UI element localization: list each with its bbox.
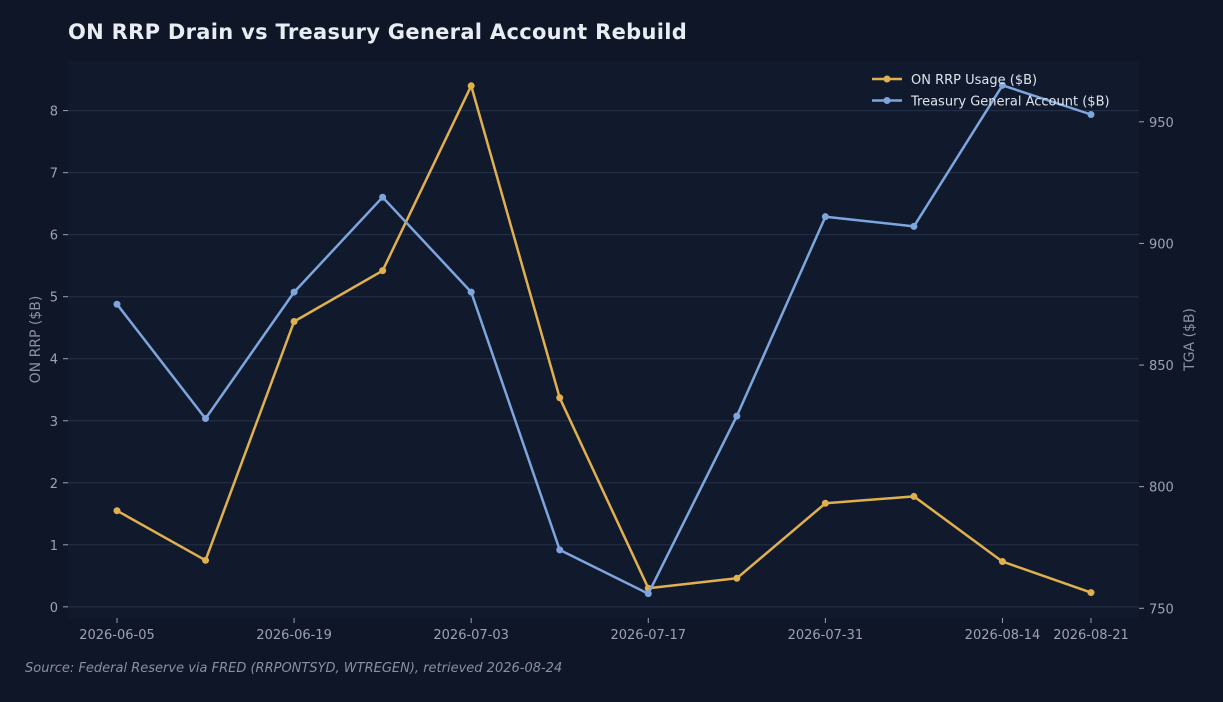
data-point [910,222,918,230]
y-right-tick-label: 750 [1149,602,1174,617]
y-right-tick-label: 800 [1149,481,1174,496]
legend-label: Treasury General Account ($B) [910,95,1110,110]
series-line [116,84,1092,595]
grid-layer [68,110,1139,608]
data-point [644,590,652,598]
series-line [116,84,1092,594]
x-tick-label: 2026-08-14 [965,628,1041,643]
legend-swatch-marker [883,97,891,104]
data-point [467,288,475,296]
plot-area [68,61,1139,618]
data-point [290,288,298,296]
data-point [202,556,210,564]
y-left-tick-label: 6 [50,229,58,244]
data-point [113,300,121,308]
data-point [556,394,564,402]
y-left-tick-label: 8 [50,105,58,120]
y-right-tick-label: 900 [1149,237,1174,252]
data-point [998,81,1006,89]
data-point [379,193,387,201]
y-left-tick-label: 1 [50,539,58,554]
y-right-axis-label: TGA ($B) [1182,308,1198,372]
data-point [202,415,210,423]
axis-layer: 0 1 2 3 4 5 6 7 8 750 800 850 900 950 2026-06-05 2026-0… [28,105,1198,643]
x-tick-label: 2026-07-17 [610,628,686,643]
y-right-tick-label: 950 [1149,116,1174,131]
data-point [290,318,298,326]
y-left-tick-label: 5 [50,291,58,306]
data-point [113,507,121,515]
source-note: Source: Federal Reserve via FRED (RRPONT… [25,661,563,676]
legend: ON RRP Usage ($B) Treasury General Accoun… [872,73,1110,110]
legend-item: ON RRP Usage ($B) [872,73,1037,88]
legend-label: ON RRP Usage ($B) [911,73,1037,88]
data-point [821,499,829,507]
y-left-tick-label: 7 [50,167,58,182]
data-point [379,267,387,275]
data-point [1087,111,1095,119]
data-point [556,546,564,554]
x-tick-label: 2026-06-19 [256,628,332,643]
legend-item: Treasury General Account ($B) [872,95,1110,110]
legend-swatch-marker [883,75,891,83]
y-left-tick-label: 3 [50,415,58,430]
y-left-tick-label: 4 [50,353,58,368]
data-point [733,574,741,582]
x-tick-label: 2026-07-03 [433,628,509,643]
y-left-tick-label: 2 [50,477,58,492]
x-tick-label: 2026-07-31 [788,628,864,643]
data-point [733,412,741,420]
chart-title: ON RRP Drain vs Treasury General Account… [68,20,688,44]
y-right-tick-label: 850 [1149,359,1174,374]
series-2 [113,81,1095,598]
data-point [821,213,829,221]
y-left-axis-label: ON RRP ($B) [28,296,44,384]
series-layer [113,81,1095,598]
series-1 [113,82,1095,597]
x-tick-label: 2026-06-05 [79,628,155,643]
y-left-tick-label: 0 [50,601,58,616]
data-point [1087,589,1095,597]
x-tick-label: 2026-08-21 [1053,628,1129,643]
data-point [910,492,918,500]
data-point [998,558,1006,566]
data-point [467,82,475,90]
